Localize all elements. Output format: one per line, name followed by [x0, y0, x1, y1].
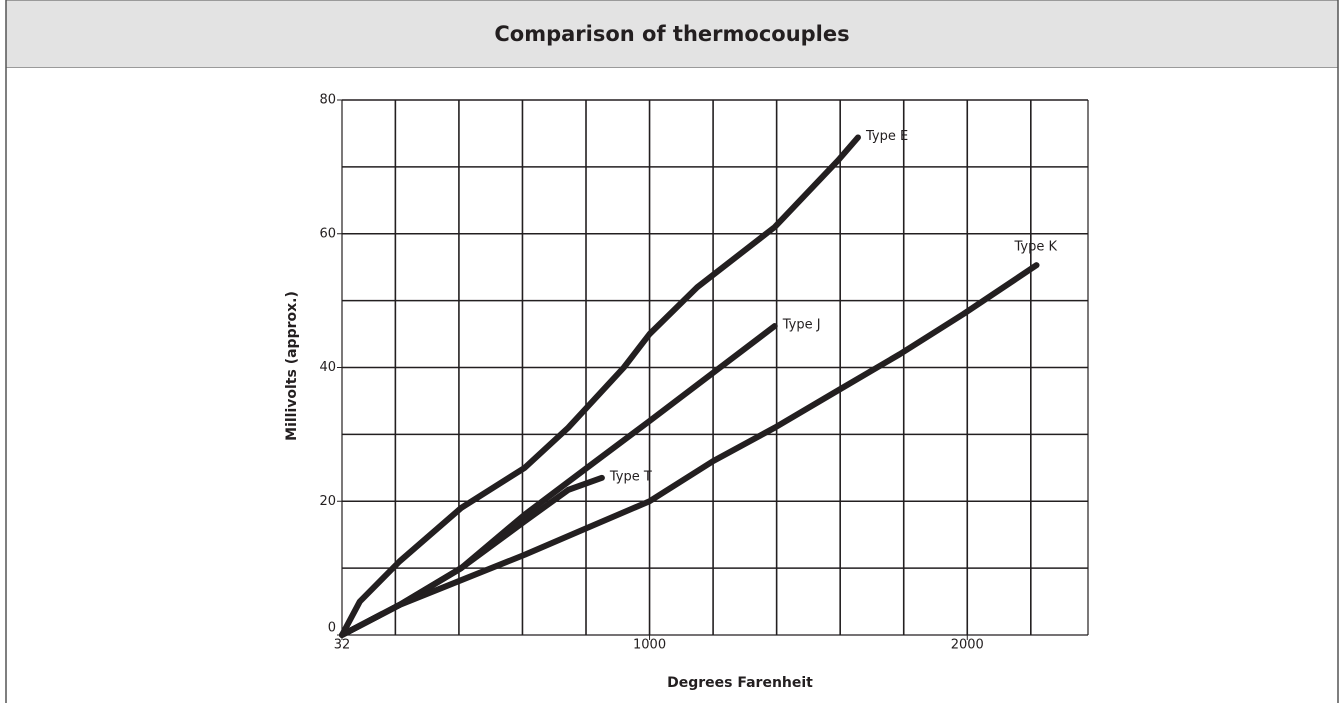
- series-label: Type J: [782, 318, 821, 333]
- series-line: [339, 134, 861, 638]
- x-tick-label: 1000: [633, 638, 666, 653]
- y-axis-label: Millivolts (approx.): [284, 291, 300, 441]
- y-tick-label: 60: [319, 226, 336, 241]
- chart-title: Comparison of thermocouples: [494, 22, 849, 46]
- series-label: Type K: [1014, 240, 1058, 255]
- y-tick-label: 20: [319, 494, 336, 509]
- series-label: Type T: [609, 469, 652, 484]
- header-bar: [5, 0, 1339, 68]
- y-tick-label: 40: [319, 360, 336, 375]
- x-tick-label: 32: [334, 638, 351, 653]
- y-tick-label: 80: [319, 93, 336, 108]
- series-label: Type E: [865, 129, 908, 144]
- series-line: [339, 323, 778, 638]
- x-axis-label: Degrees Farenheit: [667, 675, 813, 691]
- x-tick-label: 2000: [951, 638, 984, 653]
- y-tick-label: 0: [328, 621, 336, 636]
- series-line: [339, 262, 1040, 638]
